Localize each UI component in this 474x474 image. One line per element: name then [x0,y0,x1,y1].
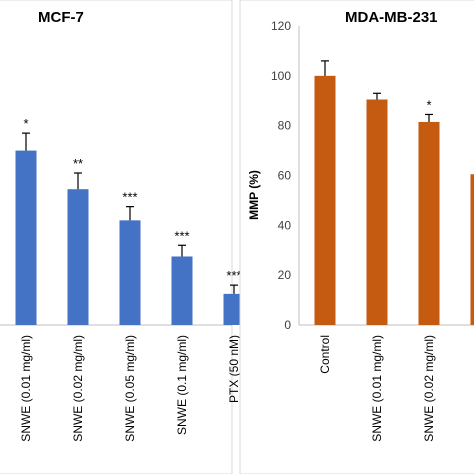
x-tick-label: SNWE (0.02 mg/ml) [422,335,436,442]
bar [366,99,388,325]
chart-title: MDA-MB-231 [345,9,438,26]
x-tick-label: SNWE (0.01 mg/ml) [370,335,384,442]
panel-frame [0,0,233,474]
bar [119,220,141,325]
significance-marker: * [426,97,431,112]
y-tick-label: 80 [278,119,292,133]
y-tick-label: 20 [278,268,292,282]
y-axis-label: MMP (%) [247,170,261,220]
bar [67,189,89,325]
x-tick-label: PTX (50 nM) [227,335,241,403]
x-tick-label: SNWE (0.05 mg/ml) [123,335,137,442]
significance-marker: *** [122,190,137,205]
x-tick-label: Control [318,335,332,374]
bars-group: ** [314,60,474,325]
x-tick-labels: Control SNWE (0.01 mg/ml) SNWE (0.02 mg/ml… [318,335,436,442]
chart-panel-mdamb231: MDA-MB-231 MMP (%) 0 20 40 60 80 100 120 ** Co… [239,0,474,474]
x-tick-labels: SNWE (0.01 mg/ml) SNWE (0.02 mg/ml) SNWE (… [19,335,241,442]
y-tick-label: 0 [284,318,291,332]
y-tick-label: 100 [271,69,291,83]
x-tick-label: SNWE (0.02 mg/ml) [71,335,85,442]
x-tick-label: SNWE (0.01 mg/ml) [19,335,33,442]
y-tick-label: 120 [271,19,291,33]
significance-marker: *** [174,228,189,243]
chart-title: MCF-7 [38,9,84,26]
bar [171,256,193,325]
y-tick-label: 40 [278,218,292,232]
bars-group: ************ [15,116,245,325]
significance-marker: *** [226,268,241,283]
chart-panel-mcf7: MCF-7 ************ SNWE (0.01 mg/ml) SNWE… [0,0,245,474]
bar [15,150,37,325]
significance-marker: ** [73,156,83,171]
bar [223,293,245,325]
bar [470,174,474,325]
bar [314,75,336,325]
y-tick-label: 60 [278,169,292,183]
bar [418,121,440,325]
significance-marker: * [23,116,28,131]
x-tick-label: SNWE (0.1 mg/ml) [175,335,189,435]
y-tick-labels: 0 20 40 60 80 100 120 [271,19,291,332]
